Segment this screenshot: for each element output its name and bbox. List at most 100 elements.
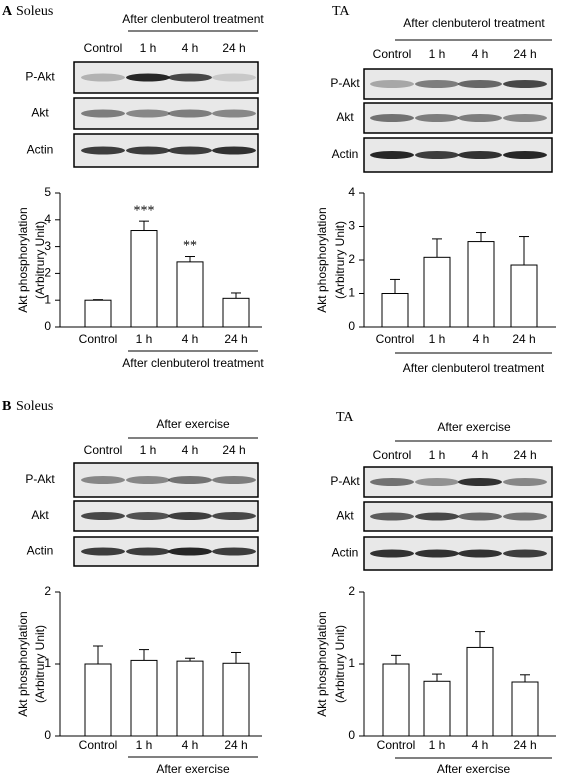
x-tick-label: 1 h (136, 332, 153, 346)
bar (467, 241, 495, 328)
y-tick-label: 3 (44, 239, 51, 253)
blot-band (81, 146, 125, 155)
blot-band (126, 73, 170, 82)
blot-band (168, 109, 212, 118)
blot-label: P-Akt (330, 474, 360, 488)
x-tick-label: 24 h (513, 738, 536, 752)
blot-label: P-Akt (330, 76, 360, 90)
bar (176, 660, 204, 737)
blot-band (415, 114, 459, 122)
bar (176, 261, 204, 328)
y-tick-label: 0 (348, 728, 355, 742)
x-axis-label: After clenbuterol treatment (122, 356, 264, 370)
significance-label: ** (183, 239, 197, 254)
lane-label: Control (84, 41, 123, 55)
treatment-label: After clenbuterol treatment (122, 12, 264, 26)
x-tick-label: 24 h (224, 332, 247, 346)
lane-label: 1 h (429, 47, 446, 61)
bar (130, 230, 158, 328)
panel-muscle: Soleus (16, 4, 53, 19)
lane-label: Control (84, 443, 123, 457)
blot-band (370, 478, 414, 486)
y-tick-label: 2 (348, 584, 355, 598)
y-axis-label: Akt phosphorylation (16, 207, 30, 312)
lane-label: Control (373, 47, 412, 61)
y-axis-label: (Arbitrury Unit) (333, 625, 347, 703)
treatment-label: After clenbuterol treatment (403, 16, 545, 30)
x-tick-label: 4 h (472, 738, 489, 752)
blot-band (415, 512, 459, 521)
blot-band (168, 512, 212, 520)
blot-band (81, 512, 125, 520)
blot-band (126, 512, 170, 520)
blot-label: Actin (27, 544, 54, 558)
x-tick-label: 1 h (429, 332, 446, 346)
blot-band (458, 151, 502, 159)
blot-label: Akt (31, 106, 49, 120)
x-axis-label: After exercise (437, 762, 511, 776)
y-tick-label: 2 (348, 252, 355, 266)
blot-band (212, 146, 256, 155)
blot-band (126, 476, 170, 484)
blot-band (370, 512, 414, 521)
blot-label: P-Akt (25, 472, 55, 486)
blot-band (212, 512, 256, 520)
blot-band (212, 547, 256, 556)
blot-band (458, 549, 502, 558)
lane-label: 4 h (472, 47, 489, 61)
blot-band (503, 151, 547, 159)
blot-band (503, 512, 547, 521)
x-tick-label: Control (377, 738, 416, 752)
y-tick-label: 2 (44, 584, 51, 598)
blot-band (415, 151, 459, 159)
blot-band (81, 73, 125, 82)
x-tick-label: 4 h (182, 332, 199, 346)
blot-band (415, 549, 459, 558)
blot-band (458, 80, 502, 88)
blot-band (168, 73, 212, 82)
bar (466, 646, 494, 737)
blot-band (168, 547, 212, 556)
blot-band (458, 114, 502, 122)
blot-label: Akt (336, 509, 354, 523)
y-tick-label: 3 (348, 219, 355, 233)
bar (511, 681, 539, 737)
lane-label: 4 h (472, 448, 489, 462)
blot-band (415, 80, 459, 88)
x-axis-label: After exercise (156, 762, 230, 776)
blot-band (370, 114, 414, 122)
y-axis-label: Akt phosphorylation (16, 611, 30, 716)
blot-band (81, 476, 125, 484)
y-tick-label: 2 (44, 266, 51, 280)
x-tick-label: 1 h (136, 738, 153, 752)
x-tick-label: Control (79, 738, 118, 752)
lane-label: 24 h (513, 448, 536, 462)
y-tick-label: 0 (44, 728, 51, 742)
x-tick-label: 1 h (429, 738, 446, 752)
bar (381, 293, 409, 328)
blot-band (370, 80, 414, 88)
x-tick-label: Control (79, 332, 118, 346)
treatment-label: After exercise (156, 417, 230, 431)
bar (222, 662, 250, 737)
blot-band (370, 151, 414, 159)
blot-band (503, 80, 547, 88)
blot-band (503, 478, 547, 486)
blot-label: Actin (332, 147, 359, 161)
panel-muscle: TA (332, 4, 350, 19)
blot-label: Akt (31, 508, 49, 522)
bar (423, 256, 451, 328)
x-tick-label: 4 h (182, 738, 199, 752)
significance-label: *** (134, 203, 155, 218)
blot-band (212, 73, 256, 82)
bar (130, 659, 158, 737)
blot-band (503, 114, 547, 122)
panel-letter: B (2, 399, 11, 414)
lane-label: Control (373, 448, 412, 462)
blot-label: Actin (27, 143, 54, 157)
bar (423, 680, 451, 737)
blot-band (458, 478, 502, 486)
blot-band (415, 478, 459, 486)
lane-label: 24 h (222, 41, 245, 55)
